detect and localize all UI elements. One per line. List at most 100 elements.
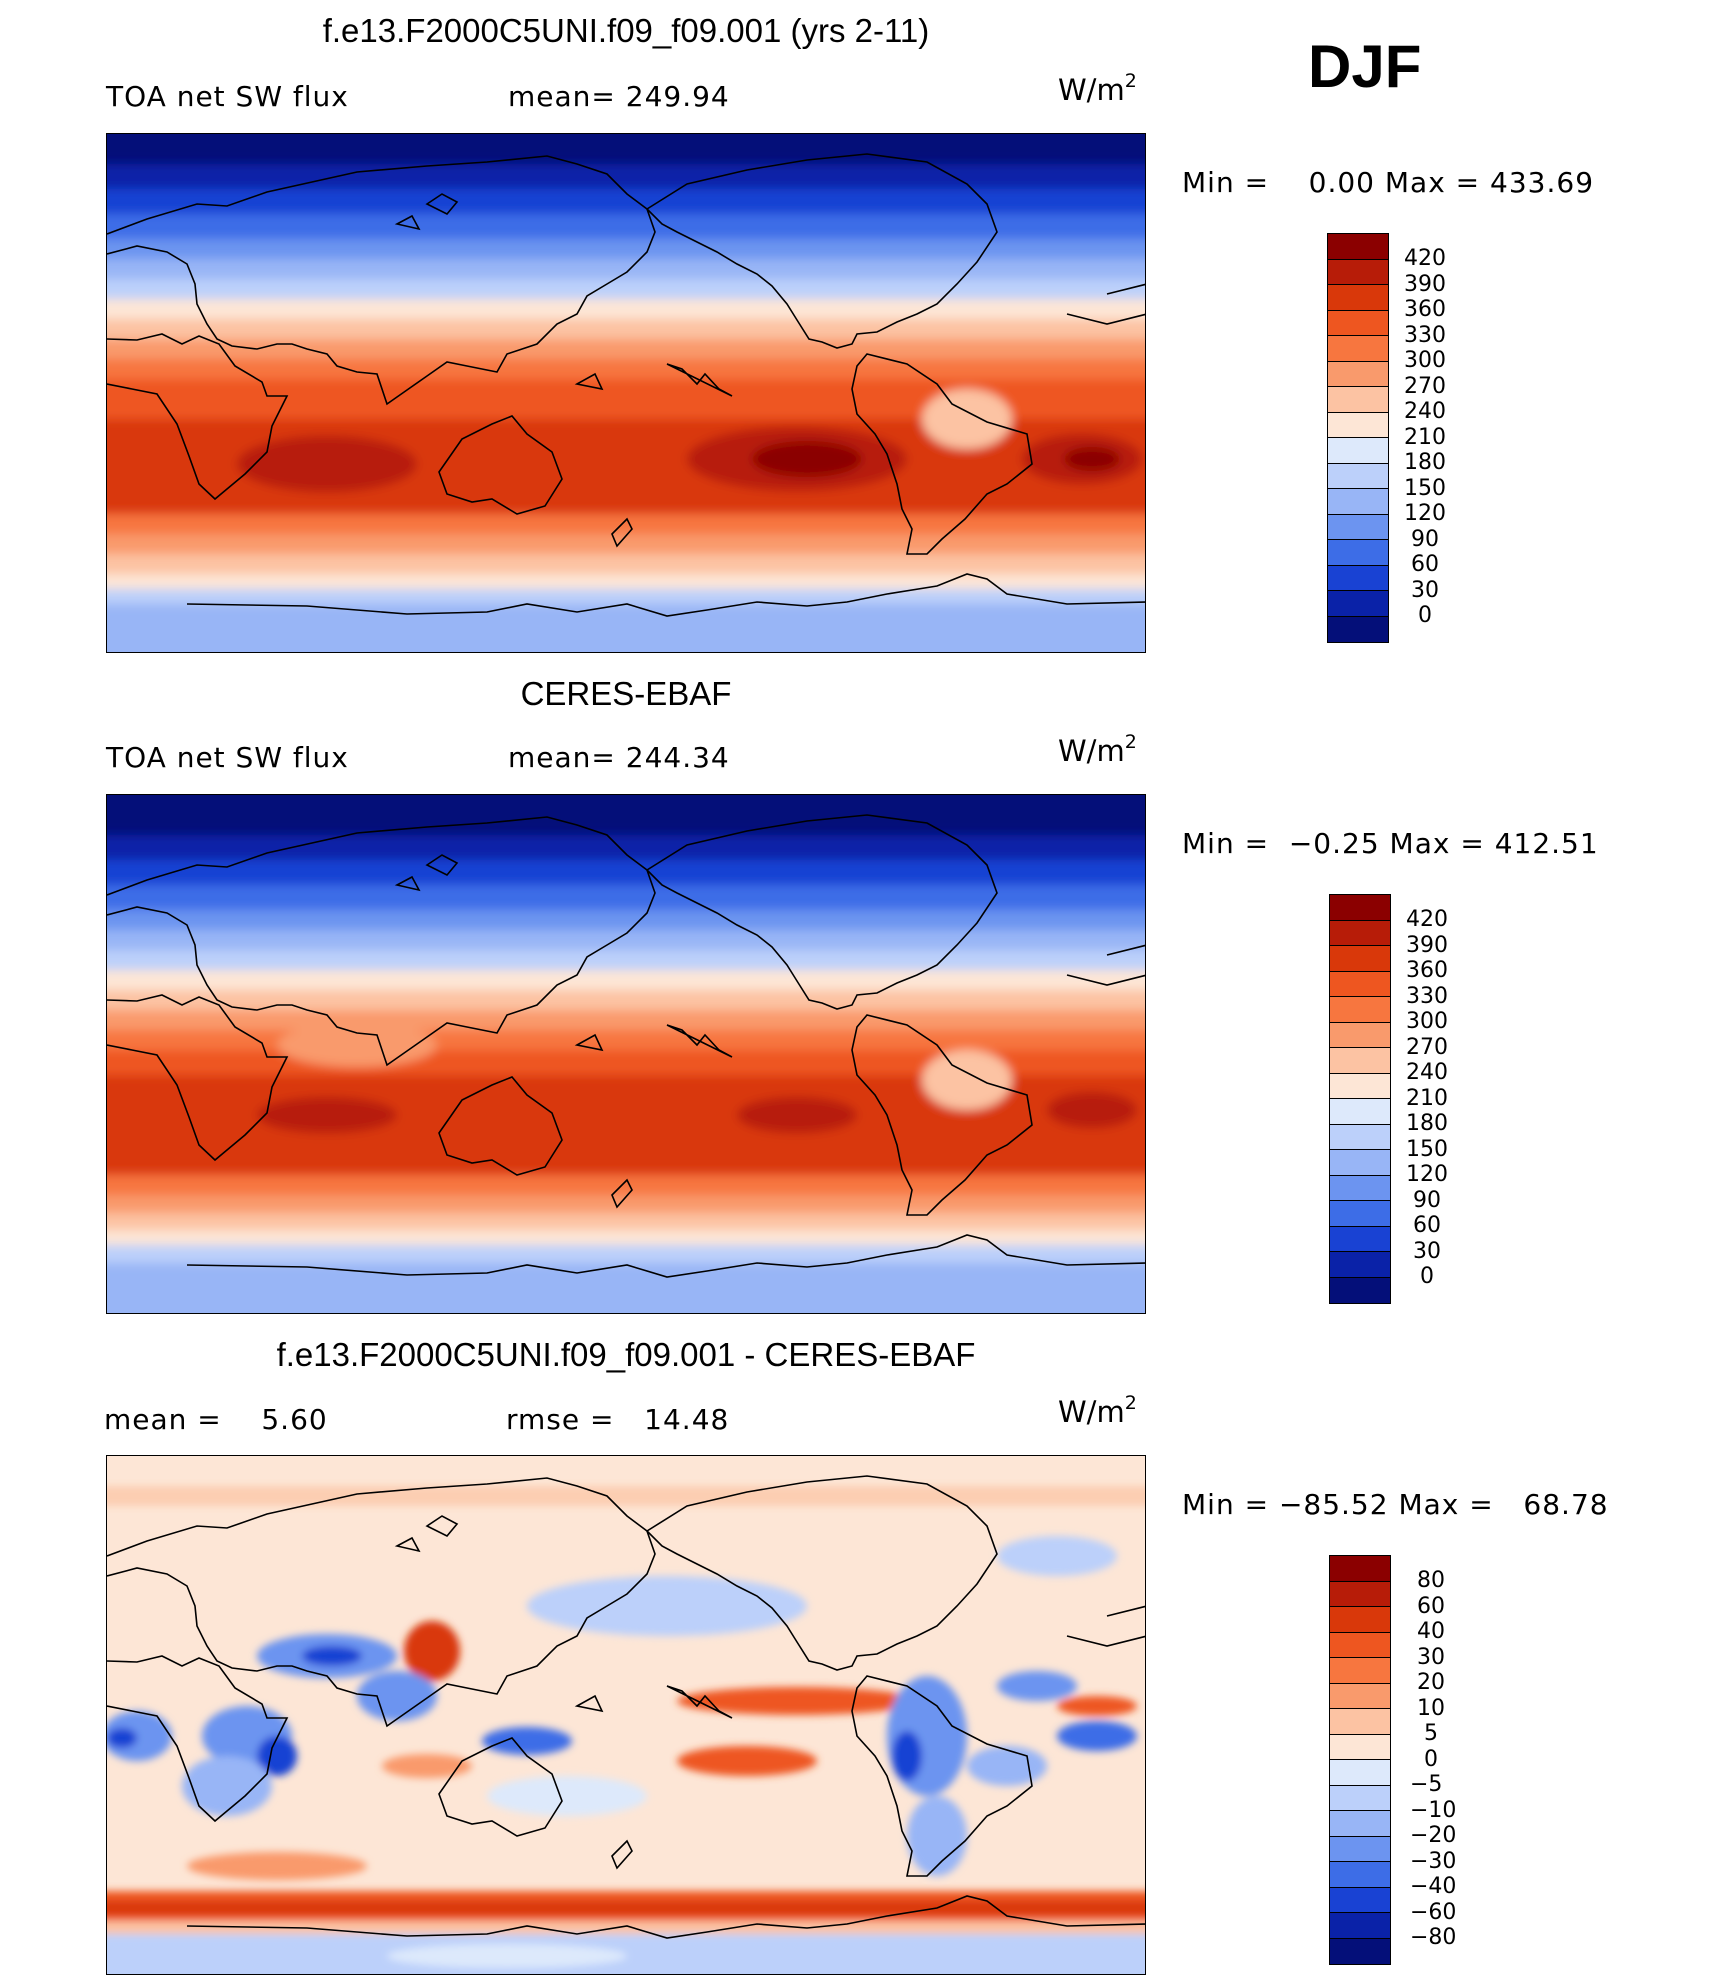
colorbar-box bbox=[1328, 259, 1388, 285]
colorbar-label: 150 bbox=[1404, 475, 1446, 501]
colorbar-label: 360 bbox=[1406, 958, 1448, 983]
panel-2-variable-label: TOA net SW flux bbox=[106, 741, 349, 774]
units-base: W/m bbox=[1058, 73, 1125, 107]
colorbar-box bbox=[1330, 1099, 1390, 1125]
colorbar-label: 360 bbox=[1404, 297, 1446, 322]
colorbar-label: 330 bbox=[1406, 983, 1448, 1009]
panel-3-units: W/m2 bbox=[1058, 1392, 1137, 1429]
panel-3-minmax: Min = −85.52 Max = 68.78 bbox=[1182, 1488, 1609, 1521]
colorbar-label: 60 bbox=[1411, 552, 1439, 577]
difference-map bbox=[107, 1456, 1145, 1974]
colorbar-box bbox=[1330, 1862, 1390, 1888]
panel-2-units: W/m2 bbox=[1058, 731, 1137, 768]
colorbar-label: 240 bbox=[1406, 1060, 1448, 1085]
panel-1-colorbar bbox=[1327, 233, 1389, 643]
colorbar-label: 270 bbox=[1404, 373, 1446, 399]
colorbar-label: 240 bbox=[1404, 399, 1446, 424]
colorbar-box bbox=[1330, 895, 1390, 921]
colorbar-label: −30 bbox=[1410, 1848, 1457, 1874]
colorbar-box bbox=[1328, 463, 1388, 489]
colorbar-box bbox=[1328, 489, 1388, 515]
colorbar-label: 150 bbox=[1406, 1136, 1448, 1162]
colorbar-label: −10 bbox=[1410, 1797, 1457, 1823]
colorbar-label: 30 bbox=[1411, 577, 1439, 603]
colorbar-box bbox=[1330, 1022, 1390, 1048]
panel-1-mean-label: mean= 249.94 bbox=[508, 80, 730, 113]
colorbar-label: 420 bbox=[1404, 246, 1446, 271]
colorbar-label: 120 bbox=[1404, 501, 1446, 526]
colorbar-box bbox=[1328, 591, 1388, 617]
colorbar-box bbox=[1330, 1581, 1390, 1607]
colorbar-box bbox=[1330, 1658, 1390, 1684]
colorbar-label: 420 bbox=[1406, 907, 1448, 932]
colorbar-box bbox=[1330, 1734, 1390, 1760]
panel-1-variable-label: TOA net SW flux bbox=[106, 80, 349, 113]
colorbar-label: 300 bbox=[1404, 348, 1446, 373]
panel-3-map bbox=[106, 1455, 1146, 1975]
colorbar-label: 90 bbox=[1411, 526, 1439, 552]
colorbar-box bbox=[1330, 1887, 1390, 1913]
colorbar-label: 30 bbox=[1413, 1238, 1441, 1264]
colorbar-label: 30 bbox=[1417, 1644, 1445, 1670]
colorbar-label: 300 bbox=[1406, 1009, 1448, 1034]
colorbar-label: 0 bbox=[1420, 1264, 1434, 1289]
colorbar-box bbox=[1330, 1150, 1390, 1176]
units-exponent: 2 bbox=[1124, 70, 1137, 92]
panel-3-mean-label: mean = 5.60 bbox=[104, 1403, 328, 1436]
panel-3-title: f.e13.F2000C5UNI.f09_f09.001 - CERES-EBA… bbox=[276, 1336, 976, 1373]
colorbar-box bbox=[1328, 412, 1388, 438]
colorbar-label: 390 bbox=[1406, 932, 1448, 958]
colorbar-label: 330 bbox=[1404, 322, 1446, 348]
colorbar-box bbox=[1330, 971, 1390, 997]
colorbar-label: 210 bbox=[1406, 1085, 1448, 1111]
colorbar-label: −20 bbox=[1410, 1823, 1457, 1848]
colorbar-box bbox=[1328, 540, 1388, 566]
colorbar-box bbox=[1328, 336, 1388, 362]
colorbar-box bbox=[1330, 1124, 1390, 1150]
model-flux-map bbox=[107, 134, 1145, 652]
colorbar-label: −40 bbox=[1410, 1874, 1457, 1899]
colorbar-label: 180 bbox=[1406, 1111, 1448, 1136]
colorbar-label: −5 bbox=[1410, 1772, 1443, 1797]
panel-2-title: CERES-EBAF bbox=[520, 675, 732, 712]
colorbar-box bbox=[1330, 1785, 1390, 1811]
colorbar-box bbox=[1330, 1226, 1390, 1252]
colorbar-box bbox=[1330, 1836, 1390, 1862]
colorbar-box bbox=[1328, 234, 1388, 260]
colorbar-box bbox=[1330, 1252, 1390, 1278]
panel-3-colorbar bbox=[1329, 1555, 1391, 1965]
colorbar-box bbox=[1330, 1632, 1390, 1658]
panel-1-minmax: Min = 0.00 Max = 433.69 bbox=[1182, 166, 1595, 199]
units-base: W/m bbox=[1058, 734, 1125, 768]
colorbar-label: 20 bbox=[1417, 1670, 1445, 1695]
panel-2-map bbox=[106, 794, 1146, 1314]
colorbar-box bbox=[1330, 1556, 1390, 1582]
colorbar-box bbox=[1330, 946, 1390, 972]
colorbar-box bbox=[1328, 438, 1388, 464]
colorbar-label: −60 bbox=[1410, 1899, 1457, 1925]
colorbar-label: 60 bbox=[1417, 1593, 1445, 1619]
colorbar-box bbox=[1330, 1709, 1390, 1735]
colorbar-box bbox=[1328, 310, 1388, 336]
colorbar-box bbox=[1330, 1201, 1390, 1227]
colorbar-label: 390 bbox=[1404, 271, 1446, 297]
colorbar-label: 0 bbox=[1418, 603, 1432, 628]
colorbar-box bbox=[1330, 1760, 1390, 1786]
colorbar-label: 5 bbox=[1424, 1721, 1438, 1746]
colorbar-box bbox=[1328, 361, 1388, 387]
colorbar-label: 80 bbox=[1417, 1568, 1445, 1593]
colorbar-box bbox=[1330, 1607, 1390, 1633]
colorbar-label: 40 bbox=[1417, 1619, 1445, 1644]
colorbar-box bbox=[1330, 1277, 1390, 1303]
colorbar-box bbox=[1328, 387, 1388, 413]
colorbar-box bbox=[1330, 1073, 1390, 1099]
panel-2-minmax: Min = −0.25 Max = 412.51 bbox=[1182, 827, 1599, 860]
observed-flux-map bbox=[107, 795, 1145, 1313]
panel-3-rmse-label: rmse = 14.48 bbox=[506, 1403, 730, 1436]
colorbar-box bbox=[1330, 1175, 1390, 1201]
colorbar-box bbox=[1328, 616, 1388, 642]
colorbar-label: 60 bbox=[1413, 1213, 1441, 1238]
colorbar-box bbox=[1330, 1048, 1390, 1074]
colorbar-label: 120 bbox=[1406, 1162, 1448, 1187]
panel-1-units: W/m2 bbox=[1058, 70, 1137, 107]
